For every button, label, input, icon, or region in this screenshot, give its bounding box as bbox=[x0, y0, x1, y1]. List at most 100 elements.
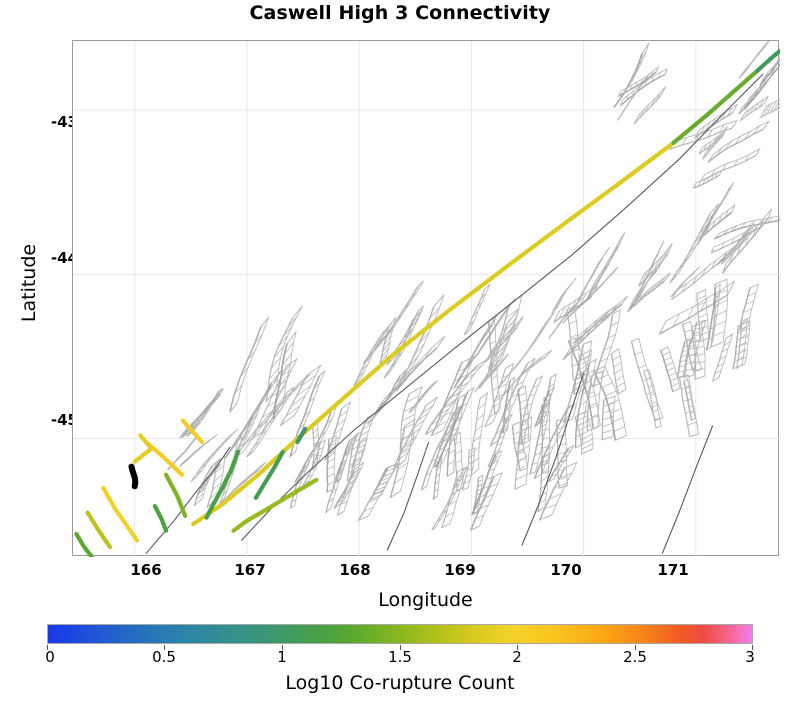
fault-projection-rung bbox=[697, 295, 706, 301]
fault-projection-rung bbox=[277, 335, 288, 348]
colorbar[interactable] bbox=[47, 624, 753, 650]
fault-projection-rung bbox=[679, 365, 686, 368]
fault-projection-rung bbox=[601, 382, 613, 388]
fault-projection-rung bbox=[668, 372, 677, 377]
x-tick-label: 166 bbox=[130, 561, 162, 579]
fault-projection-rung bbox=[506, 397, 512, 402]
fault-projection-rung bbox=[708, 141, 712, 148]
fault-projection-rung bbox=[518, 458, 527, 463]
fault-projection-rung bbox=[735, 239, 742, 250]
fault-projection-rung bbox=[453, 431, 461, 436]
fault-projection-rung bbox=[549, 493, 562, 500]
fault-projection-rung bbox=[615, 435, 627, 441]
fault-projection-rung bbox=[569, 320, 577, 325]
fault-projection-rung bbox=[455, 459, 462, 464]
fault-projection-rung bbox=[633, 64, 641, 76]
fault-projection-rung bbox=[599, 357, 608, 363]
fault-projection-rung bbox=[610, 408, 622, 414]
fault-projection-rung bbox=[707, 129, 713, 138]
fault-projection-rung bbox=[733, 159, 739, 167]
fault-projection-rung bbox=[612, 309, 621, 314]
fault-projection-rung bbox=[373, 410, 381, 418]
fault-projection-rung bbox=[287, 315, 298, 328]
fault-projection-rung bbox=[513, 430, 522, 435]
fault-projection-rung bbox=[233, 482, 242, 492]
fault-projection-rung bbox=[408, 409, 414, 414]
fault-projection-rung bbox=[313, 460, 319, 465]
fault-projection-rung bbox=[545, 349, 553, 358]
fault-projection-rung bbox=[521, 369, 530, 375]
fault-projection-rung bbox=[463, 466, 468, 470]
fault-projection-rung bbox=[737, 327, 750, 334]
fault-projection-rung bbox=[181, 432, 189, 438]
fault-projection-rung bbox=[739, 325, 749, 331]
fault-projection-rung bbox=[590, 285, 598, 298]
fault-projection-rung bbox=[694, 345, 705, 350]
fault-projection-rung bbox=[684, 329, 693, 333]
fault-projection-rung bbox=[708, 336, 714, 341]
fault-projection-rung bbox=[663, 272, 671, 282]
fault-projection-rung bbox=[331, 487, 338, 494]
fault-projection-rung bbox=[470, 525, 480, 531]
fault-projection-rung bbox=[580, 369, 588, 374]
corupture-fault-inner-fiordland-2 bbox=[152, 504, 169, 533]
fault-projection-rung bbox=[504, 408, 510, 413]
fault-projection-rung bbox=[739, 222, 746, 229]
fault-projection-rung bbox=[724, 209, 729, 218]
fault-projection-rung bbox=[657, 256, 663, 268]
fault-projection-rung bbox=[519, 426, 532, 433]
fault-projection-rung bbox=[537, 325, 546, 337]
fault-projection-rung bbox=[778, 57, 780, 61]
fault-projection-rung bbox=[385, 329, 394, 340]
fault-projection-rung bbox=[613, 426, 626, 432]
fault-projection-rung bbox=[517, 385, 526, 390]
fault-projection-rung bbox=[645, 286, 653, 296]
fault-projection-rung bbox=[594, 272, 602, 288]
fault-projection-rung bbox=[697, 181, 702, 187]
fault-projection-rung bbox=[696, 319, 706, 323]
fault-projection-rung bbox=[586, 369, 595, 375]
fault-projection-rung bbox=[774, 60, 779, 68]
fault-projection-rung bbox=[474, 424, 483, 432]
fault-projection-rung bbox=[357, 443, 366, 450]
y-axis-label: Latitude bbox=[18, 243, 40, 323]
fault-projection-rung bbox=[513, 375, 521, 384]
fault-projection-rung bbox=[590, 279, 598, 294]
fault-projection-rung bbox=[450, 492, 456, 497]
fault-projection-rung bbox=[516, 449, 525, 454]
fault-projection-rung bbox=[751, 92, 757, 100]
fault-projection-rung bbox=[471, 457, 479, 465]
fault-projection-rung bbox=[634, 351, 643, 356]
fault-projection-rung bbox=[651, 76, 654, 82]
fault-projection-rung bbox=[581, 443, 594, 450]
fault-projection-rung bbox=[611, 303, 619, 313]
fault-projection-rung bbox=[324, 453, 334, 461]
fault-projection-rung bbox=[480, 331, 486, 343]
fault-projection-rung bbox=[281, 369, 292, 377]
fault-projection-rung bbox=[197, 490, 203, 494]
fault-projection-rung bbox=[652, 409, 659, 412]
fault-projection-rung bbox=[745, 100, 750, 108]
fault-projection-rung bbox=[357, 370, 365, 380]
fault-projection-rung bbox=[515, 380, 524, 387]
fault-projection-rung bbox=[503, 420, 510, 425]
fault-projection-rung bbox=[748, 105, 755, 115]
fault-projection-rung bbox=[337, 511, 345, 516]
fault-projection-rung bbox=[326, 465, 335, 470]
fault-projection-rung bbox=[723, 194, 728, 200]
fault-projection-rung bbox=[664, 68, 668, 75]
fault-projection-rung bbox=[282, 325, 293, 338]
fault-projection-rung bbox=[195, 417, 203, 423]
colorbar-tick-label: 1 bbox=[277, 648, 287, 666]
fault-projection-rung bbox=[749, 222, 755, 228]
fault-projection-rung bbox=[688, 404, 693, 408]
fault-projection-rung bbox=[511, 321, 520, 334]
fault-projection-rung bbox=[381, 347, 390, 359]
map-plot-area[interactable] bbox=[72, 40, 780, 557]
fault-projection-rung bbox=[629, 85, 633, 91]
fault-projection-rung bbox=[553, 468, 560, 473]
fault-projection-rung bbox=[206, 467, 215, 476]
corupture-fault-green-fault-b bbox=[253, 449, 285, 500]
fault-projection-rung bbox=[436, 408, 450, 417]
fault-projection-rung bbox=[602, 259, 610, 275]
